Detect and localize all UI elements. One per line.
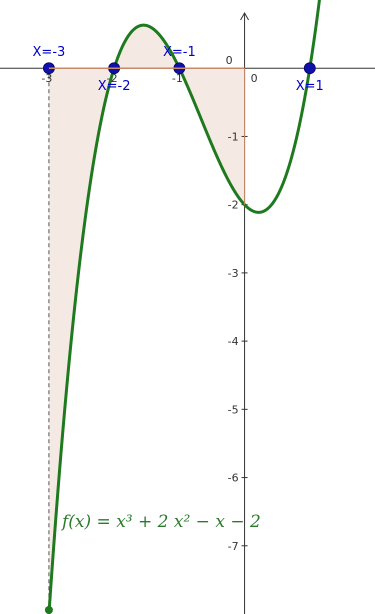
root-point-label: X=-3 bbox=[33, 45, 66, 60]
x-tick-label: 0 bbox=[251, 72, 258, 85]
function-label: f(x) = x³ + 2 x² − x − 2 bbox=[60, 512, 261, 532]
root-point-label: X=-2 bbox=[98, 79, 131, 94]
y-tick-label: -5 bbox=[228, 403, 239, 416]
root-point bbox=[304, 63, 315, 74]
root-point-label: X=1 bbox=[296, 79, 324, 94]
y-tick-label: 0 bbox=[226, 54, 233, 67]
x-tick-label: -3 bbox=[41, 72, 52, 85]
root-point-label: X=-1 bbox=[163, 45, 196, 60]
curve-endpoint bbox=[45, 606, 53, 614]
y-tick-label: -1 bbox=[228, 130, 239, 143]
y-tick-label: -7 bbox=[228, 540, 239, 553]
y-tick-label: -6 bbox=[228, 472, 239, 485]
y-tick-label: -2 bbox=[228, 199, 239, 212]
y-tick-label: -3 bbox=[228, 267, 239, 280]
y-tick-label: -4 bbox=[228, 335, 239, 348]
